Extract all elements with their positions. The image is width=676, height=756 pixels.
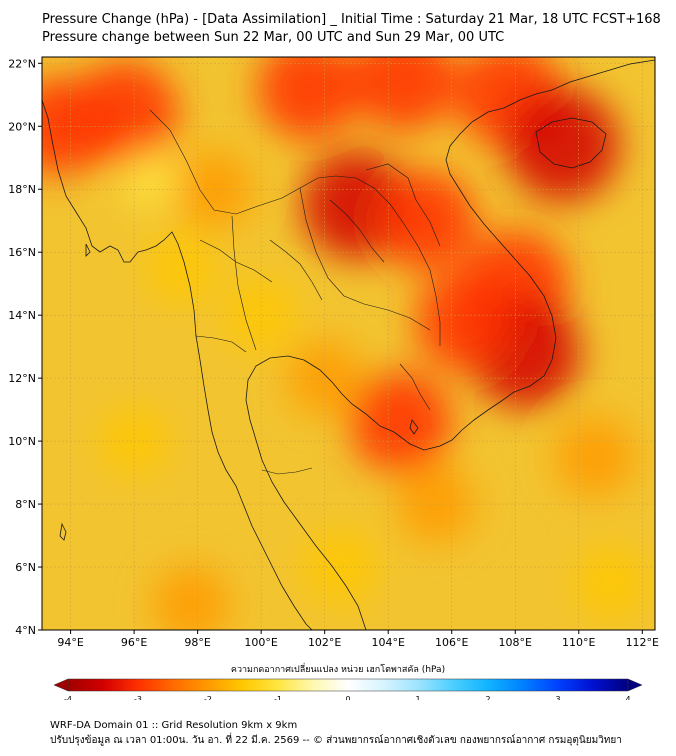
lon-tick-label: 98°E (184, 636, 210, 649)
colorbar-extend-left (53, 678, 69, 692)
colorbar-tick-label: -4 (64, 695, 72, 700)
pressure-cell-15 (554, 416, 635, 497)
lon-tick-label: 112°E (626, 636, 659, 649)
pressure-change-map: 22°N 20°N 18°N 16°N 14°N 12°N 10°N 8°N 6°N 4°N 94… (8, 56, 659, 700)
lon-tick-label: 104°E (371, 636, 404, 649)
island-phuquoc (409, 419, 419, 435)
pressure-cell-5 (376, 170, 477, 271)
colorbar-tick-label: 0 (345, 695, 350, 700)
footer-model-info: WRF-DA Domain 01 :: Grid Resolution 9km … (50, 720, 298, 731)
lat-tick-label: 20°N (8, 120, 36, 133)
colorbar-tick-label: 4 (625, 695, 630, 700)
graticule (42, 57, 655, 630)
lon-tick-label: 96°E (121, 636, 147, 649)
lat-tick-label: 22°N (8, 57, 36, 70)
longitude-axis: 94°E 96°E 98°E 100°E 102°E 104°E 106°E 108°E 110… (57, 630, 659, 649)
latitude-axis: 22°N 20°N 18°N 16°N 14°N 12°N 10°N 8°N 6°N 4°N (8, 57, 42, 637)
pressure-cell-2 (257, 57, 360, 140)
pressure-cell-22 (122, 151, 178, 208)
lat-tick-label: 8°N (15, 498, 36, 511)
admin-borders (149, 109, 441, 475)
lon-tick-label: 106°E (435, 636, 468, 649)
pressure-cell-7 (506, 88, 620, 202)
pressure-cell-12 (174, 150, 253, 229)
chart-subtitle: Pressure change between Sun 22 Mar, 00 U… (42, 30, 505, 45)
coastlines (42, 59, 655, 630)
pressure-field (42, 57, 647, 630)
lon-tick-label: 100°E (244, 636, 277, 649)
colorbar-tick-label: -2 (204, 695, 212, 700)
pressure-cell-21 (574, 547, 647, 619)
colorbar-tick-label: 2 (485, 695, 490, 700)
lat-tick-label: 10°N (8, 435, 36, 448)
lon-tick-label: 110°E (562, 636, 595, 649)
pressure-cell-16 (225, 279, 297, 351)
lat-tick-label: 4°N (15, 624, 36, 637)
pressure-cell-10 (415, 272, 514, 371)
colorbar-tick-label: -3 (134, 695, 142, 700)
pressure-cell-20 (152, 565, 231, 630)
colorbar-tick-label: -1 (274, 695, 282, 700)
chart-title: Pressure Change (hPa) - [Data Assimilati… (42, 12, 661, 27)
pressure-cell-3 (351, 57, 457, 132)
island-coco (85, 243, 91, 257)
colorbar-label: ความกดอากาศเปลี่ยนแปลง หน่วย เฮกโตพาสคัล… (230, 665, 446, 675)
colorbar-body (67, 678, 629, 692)
colorbar-tick-label: 3 (555, 695, 560, 700)
lat-tick-label: 6°N (15, 561, 36, 574)
island-andaman (59, 522, 67, 541)
coastline-peninsula-west (211, 431, 313, 630)
lon-tick-label: 102°E (308, 636, 341, 649)
lat-tick-label: 16°N (8, 246, 36, 259)
colorbar-extend-right (627, 678, 643, 692)
colorbar-tick-label: 1 (415, 695, 420, 700)
lat-tick-label: 18°N (8, 183, 36, 196)
coastline-tonkin (471, 59, 655, 123)
footer-update-info: ปรับปรุงข้อมูล ณ เวลา 01:00น. วัน อา. ที… (50, 735, 622, 746)
lon-tick-label: 94°E (57, 636, 83, 649)
map-frame (41, 56, 656, 631)
coastline-gulf-east (303, 121, 557, 451)
lat-tick-label: 12°N (8, 372, 36, 385)
pressure-cell-17 (147, 233, 217, 303)
colorbar: -4 -3 -2 -1 0 1 2 3 4 (53, 678, 643, 700)
coastline-myanmar-west (42, 99, 213, 433)
hainan-island (535, 117, 607, 169)
pressure-cell-11 (349, 371, 452, 474)
lat-tick-label: 14°N (8, 309, 36, 322)
lon-tick-label: 108°E (499, 636, 532, 649)
coastline-peninsula-east (245, 355, 367, 630)
pressure-cell-18 (303, 530, 378, 604)
